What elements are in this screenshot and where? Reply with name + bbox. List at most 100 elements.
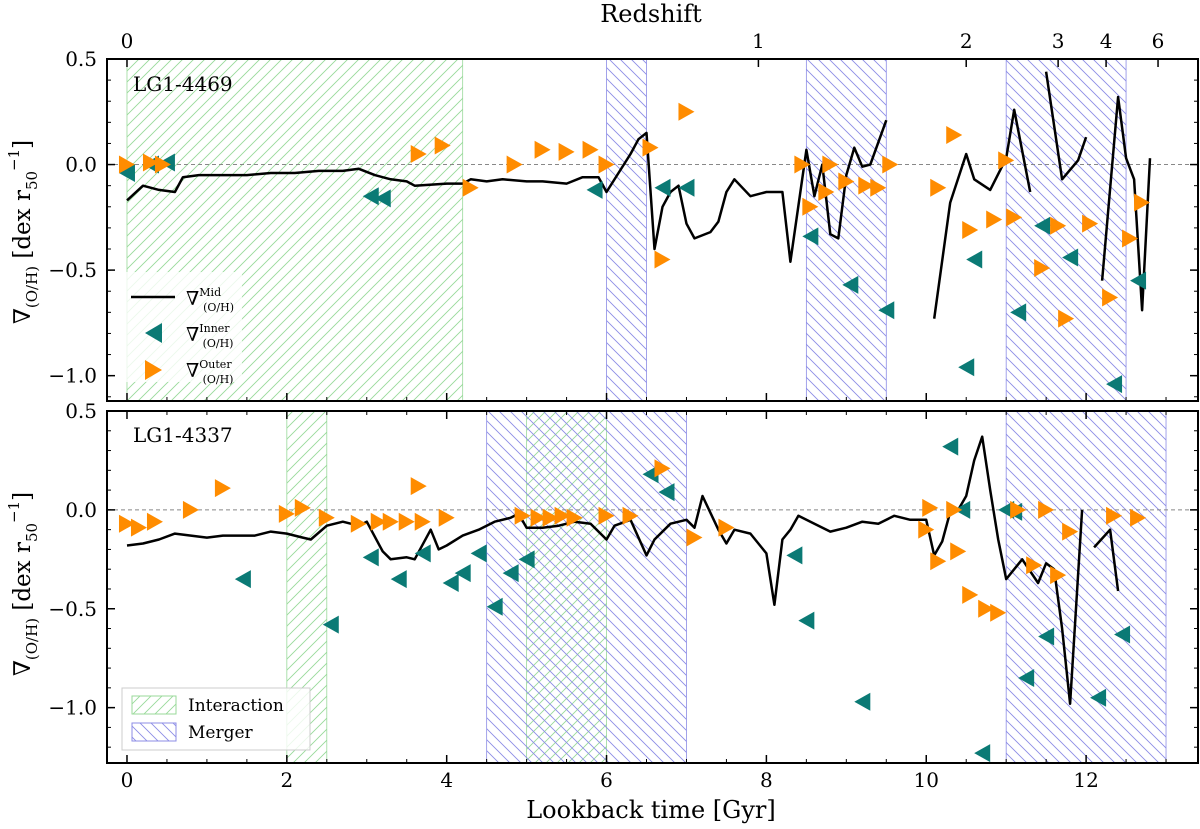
panel-frame [106, 58, 1199, 402]
outer-gradient-point [130, 518, 147, 537]
outer-gradient-point [542, 508, 559, 527]
inner-gradient-point [362, 548, 379, 567]
outer-gradient-point [990, 603, 1007, 622]
outer-gradient-point [598, 506, 615, 525]
outer-gradient-point [918, 520, 935, 539]
inner-gradient-point [374, 189, 391, 208]
outer-gradient-point [858, 176, 875, 195]
outer-gradient-point [154, 155, 171, 174]
outer-gradient-point [882, 155, 899, 174]
y-tick-label: 0.0 [65, 498, 97, 522]
outer-gradient-point [1010, 500, 1027, 519]
inner-gradient-point [854, 692, 871, 711]
inner-gradient-point [442, 574, 459, 593]
legend-inner-marker [145, 323, 162, 343]
merger-region [1005, 59, 1127, 401]
inner-gradient-point [454, 564, 471, 583]
outer-gradient-point [214, 479, 231, 498]
outer-gradient-point [410, 477, 427, 496]
inner-gradient-point [842, 275, 859, 294]
legend-top: ∇Mid (O/H) ∇Inner (O/H) ∇Outer (O/H) [122, 272, 242, 386]
outer-gradient-point [350, 514, 367, 533]
outer-gradient-point [398, 512, 415, 531]
inner-gradient-point [502, 564, 519, 583]
x-axis-title: Lookback time [Gyr] [526, 796, 776, 824]
outer-gradient-point [802, 197, 819, 216]
outer-gradient-point [946, 500, 963, 519]
inner-gradient-point [654, 178, 671, 197]
outer-gradient-point [930, 552, 947, 571]
y-tick-label: −0.5 [48, 258, 97, 282]
redshift-tick-label: 2 [960, 29, 973, 53]
inner-gradient-point [786, 546, 803, 565]
inner-gradient-point [1034, 216, 1051, 235]
outer-gradient-point [1102, 288, 1119, 307]
outer-gradient-point [622, 506, 639, 525]
inner-gradient-point [1130, 271, 1147, 290]
outer-gradient-point [654, 459, 671, 478]
outer-gradient-point [678, 102, 695, 121]
inner-gradient-point [322, 615, 339, 634]
outer-gradient-point [1058, 309, 1075, 328]
outer-gradient-point [438, 508, 455, 527]
legend-outer-marker [145, 360, 162, 380]
outer-gradient-point [946, 126, 963, 144]
inner-gradient-point [1114, 625, 1131, 644]
panel-label-lg1-4469: LG1-4469 [133, 72, 233, 96]
x-tick-label: 12 [1073, 768, 1098, 792]
inner-gradient-point [1106, 375, 1123, 394]
inner-gradient-point [1018, 668, 1035, 687]
legend-merger-swatch [131, 722, 177, 742]
outer-gradient-point [1006, 208, 1023, 227]
inner-gradient-point [1038, 627, 1055, 646]
outer-gradient-point [142, 153, 159, 172]
inner-gradient-point [658, 483, 675, 502]
outer-gradient-point [382, 512, 399, 531]
outer-gradient-point [410, 145, 427, 163]
outer-gradient-point [1050, 216, 1067, 235]
outer-gradient-point [294, 498, 311, 517]
outer-gradient-point [718, 518, 735, 537]
legend-merger-label: Merger [188, 723, 254, 743]
outer-gradient-point [794, 155, 811, 174]
outer-gradient-point [822, 155, 839, 174]
y-tick-label: −1.0 [48, 696, 97, 720]
inner-gradient-point [234, 570, 251, 589]
panel-frame [106, 410, 1199, 764]
outer-gradient-point [978, 599, 995, 618]
outer-gradient-point [1026, 556, 1043, 575]
x-tick-label: 0 [121, 768, 134, 792]
mid-gradient-line [932, 108, 1032, 319]
x-tick-label: 6 [600, 768, 613, 792]
inner-gradient-point [678, 178, 695, 197]
y-axis-title-bottom: ∇(O/H) [dex r50−1] [5, 492, 41, 676]
outer-gradient-point [1034, 259, 1051, 277]
redshift-tick-label: 6 [1152, 29, 1165, 53]
outer-gradient-point [1050, 566, 1067, 585]
inner-gradient-point [390, 570, 407, 589]
svg-text:∇(O/H) [dex r50−1]: ∇(O/H) [dex r50−1] [5, 492, 41, 676]
y-axis-title-top: ∇(O/H) [dex r50−1] [5, 140, 41, 324]
x-tick-label: 4 [440, 768, 453, 792]
inner-gradient-point [470, 544, 487, 563]
outer-gradient-point [962, 585, 979, 604]
legend-inner-label: ∇Inner (O/H) [186, 322, 233, 350]
legend-interaction-swatch [131, 695, 177, 715]
legend-interaction-label: Interaction [188, 696, 284, 716]
inner-gradient-point [958, 358, 975, 377]
outer-gradient-point [554, 506, 571, 525]
redshift-axis-title: Redshift [600, 0, 702, 28]
outer-gradient-point [414, 512, 431, 531]
outer-gradient-point [566, 508, 583, 527]
panel-lg1-4469: 0.5 0.0 −0.5 −1.0 0 1 2 3 4 6 [48, 29, 1199, 402]
y-tick-label: −0.5 [48, 597, 97, 621]
outer-gradient-point [986, 210, 1003, 229]
outer-gradient-point [530, 508, 547, 527]
outer-gradient-point [278, 504, 295, 523]
outer-gradient-point [1106, 506, 1123, 525]
outer-gradient-point [1062, 522, 1079, 541]
outer-gradient-point [1038, 500, 1055, 519]
outer-gradient-point [534, 140, 551, 159]
legend-mid-label: ∇Mid (O/H) [186, 286, 234, 314]
outer-gradient-point [182, 500, 199, 519]
